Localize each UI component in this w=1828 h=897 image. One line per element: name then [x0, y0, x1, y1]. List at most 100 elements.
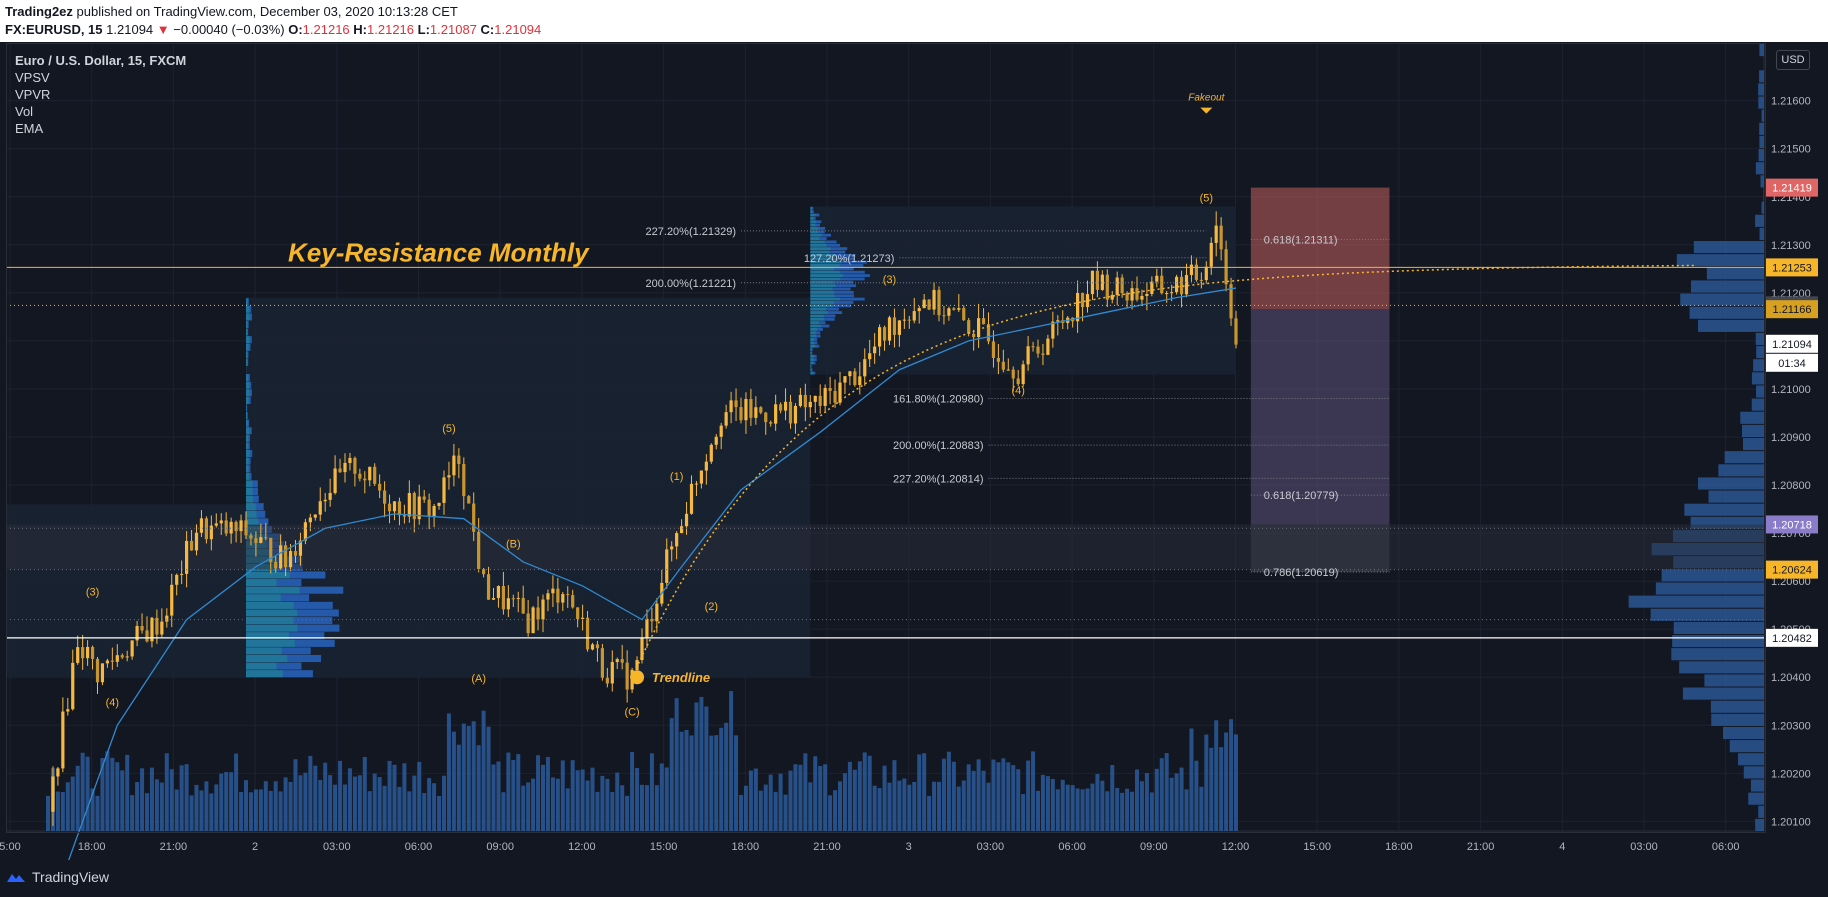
candle-body [1105, 274, 1109, 300]
candle-body [467, 496, 471, 504]
volume-bar [798, 764, 803, 831]
y-tick-label: 1.21600 [1771, 96, 1811, 108]
publisher-name[interactable]: Trading2ez [5, 4, 73, 19]
candle-body [338, 468, 342, 473]
candle-body [932, 289, 936, 310]
volume-bar [684, 729, 689, 831]
volume-bar [115, 762, 120, 831]
volume-bar [456, 744, 461, 831]
candle-body [764, 412, 768, 423]
vpvr-bar [1759, 70, 1764, 83]
volume-bar [555, 778, 560, 831]
volume-bar [714, 735, 719, 831]
session-profile-bar [246, 465, 249, 473]
candle-body [541, 599, 545, 620]
volume-bar [471, 721, 476, 831]
x-tick-label: 12:00 [568, 841, 596, 853]
publish-header: Trading2ez published on TradingView.com,… [0, 0, 1828, 42]
wave-label: (B) [506, 539, 521, 551]
close-label: C: [480, 22, 495, 37]
vpvr-bar [1748, 792, 1764, 805]
vpvr-bar [1718, 464, 1764, 477]
volume-bar [328, 775, 333, 831]
session-profile-bar [246, 298, 248, 306]
wave-label: (1) [670, 471, 683, 483]
volume-bar [674, 698, 679, 831]
vpvr-bar [1655, 582, 1764, 595]
volume-bar [580, 769, 585, 831]
session-profile-bar [246, 609, 298, 617]
y-tick-label: 1.20400 [1771, 672, 1811, 684]
session-profile-bar [246, 412, 247, 420]
candle-body [264, 537, 268, 539]
candle-body [155, 617, 159, 635]
candle-body [422, 496, 426, 500]
candle-body [150, 617, 154, 642]
legend-indicator-vpvr[interactable]: VPVR [15, 87, 51, 102]
candle-body [1194, 264, 1198, 280]
candle-body [566, 594, 570, 596]
volume-bar [986, 782, 991, 831]
volume-bar [620, 785, 625, 831]
price-axis-tag [1766, 300, 1818, 319]
countdown-tag [1766, 353, 1818, 372]
volume-bar [179, 765, 184, 831]
vpvr-bar [1710, 700, 1764, 713]
price-chart[interactable]: 1.216001.215001.214001.213001.212001.211… [0, 0, 1828, 860]
candle-body [452, 455, 456, 476]
legend-title[interactable]: Euro / U.S. Dollar, 15, FXCM [15, 53, 187, 68]
volume-bar [377, 777, 382, 831]
volume-bar [1095, 774, 1100, 831]
volume-bar [669, 718, 674, 831]
volume-bar [1065, 784, 1070, 831]
session-profile-bar [810, 327, 818, 331]
candle-body [868, 353, 872, 360]
volume-bar [585, 780, 590, 831]
candle-body [942, 315, 946, 317]
candle-body [239, 520, 243, 532]
session-profile-bar [810, 260, 842, 264]
price-axis-tag [1766, 560, 1818, 579]
volume-bar [184, 764, 189, 831]
session-profile-bar [246, 343, 249, 351]
currency-button[interactable]: USD [1776, 50, 1810, 70]
volume-bar [506, 752, 511, 831]
legend-indicator-vol[interactable]: Vol [15, 104, 34, 119]
y-tick-label: 1.20600 [1771, 576, 1811, 588]
volume-bar [768, 774, 773, 831]
tradingview-brand[interactable]: TradingView [6, 869, 109, 885]
candle-body [615, 659, 619, 663]
legend-indicator-ema[interactable]: EMA [15, 121, 44, 136]
candle-body [298, 540, 303, 556]
vpvr-bar [1761, 109, 1764, 122]
session-profile-bar [810, 220, 817, 224]
candle-body [160, 621, 164, 635]
candle-body [521, 597, 525, 614]
candle-body [699, 470, 703, 484]
candle-body [1150, 281, 1154, 294]
candle-body [189, 540, 194, 551]
session-profile-bar [810, 230, 819, 234]
last-price: 1.21094 [106, 22, 154, 37]
legend-indicator-vpsv[interactable]: VPSV [15, 70, 50, 85]
candle-body [556, 588, 560, 603]
candle-body [219, 520, 223, 524]
candle-body [175, 574, 179, 585]
candle-body [1209, 242, 1213, 267]
volume-bar [511, 760, 516, 831]
volume-bar [318, 779, 323, 831]
candle-body [1095, 270, 1099, 290]
volume-bar [862, 752, 867, 831]
session-profile-bar [810, 294, 835, 298]
candle-body [897, 320, 901, 335]
candle-body [343, 463, 347, 473]
candle-body [1234, 318, 1238, 345]
volume-bar [961, 780, 966, 831]
volume-bar [778, 773, 783, 831]
candle-body [486, 574, 491, 600]
candle-body [576, 607, 580, 619]
volume-bar [1159, 758, 1164, 831]
volume-bar [397, 786, 402, 831]
session-profile-bar [810, 250, 830, 254]
x-tick-label: 18:00 [78, 841, 106, 853]
